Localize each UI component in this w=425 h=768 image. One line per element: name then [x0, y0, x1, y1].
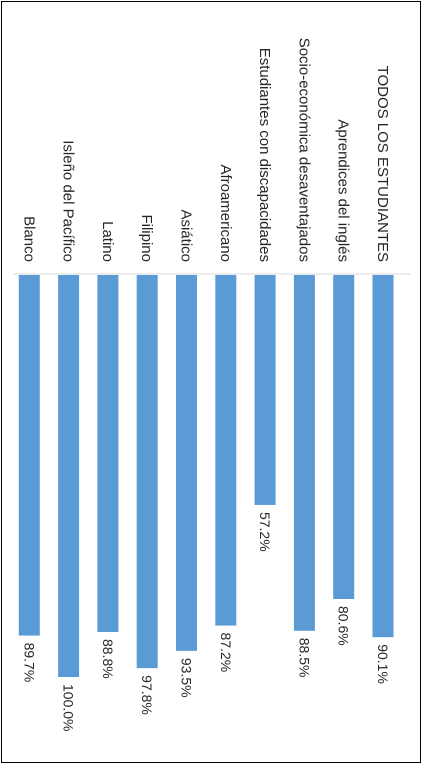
category-label: Socio-económica desaventajados: [295, 38, 312, 262]
bar: [176, 275, 197, 651]
bar: [215, 275, 237, 626]
category-label: Isleño del Pacífico: [60, 140, 77, 262]
category-label: Filipino: [138, 214, 155, 262]
bar: [372, 275, 394, 638]
value-label: 97.8%: [139, 675, 155, 715]
value-label: 93.5%: [179, 658, 195, 698]
category-label: Aprendices del inglés: [335, 119, 352, 262]
bar: [333, 275, 355, 600]
category-label: Afroamericano: [217, 164, 234, 262]
value-label: 87.2%: [218, 633, 234, 673]
bar: [97, 275, 119, 632]
bar: [293, 275, 315, 631]
bar: [18, 275, 40, 636]
value-label: 57.2%: [257, 512, 273, 552]
category-label: Blanco: [20, 216, 37, 262]
bar: [136, 275, 158, 669]
value-label: 90.1%: [375, 644, 391, 684]
bar: [254, 275, 276, 505]
value-label: 88.5%: [296, 638, 312, 678]
value-label: 100.0%: [61, 684, 77, 731]
category-label: TODOS LOS ESTUDIANTES: [374, 66, 391, 262]
bar: [58, 275, 80, 677]
category-label: Latino: [99, 221, 116, 262]
category-label: Asiático: [178, 209, 195, 262]
value-label: 80.6%: [336, 606, 352, 646]
category-label: Estudiantes con discapacidades: [256, 48, 273, 262]
value-label: 89.7%: [21, 643, 37, 683]
value-label: 88.8%: [100, 639, 116, 679]
